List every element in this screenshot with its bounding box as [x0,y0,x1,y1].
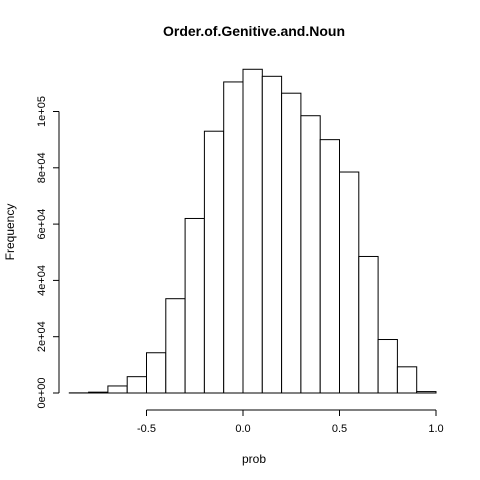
y-tick-label: 4e+04 [36,265,48,296]
y-tick-label: 1e+05 [36,96,48,127]
x-axis: -0.5 0.0 0.5 1.0 [137,410,444,435]
histogram-bar [359,256,378,393]
histogram-bar [204,131,223,393]
y-tick-label: 6e+04 [36,209,48,240]
histogram-bar [301,116,320,393]
histogram-bar [224,82,243,393]
y-axis-label: Frequency [3,204,17,261]
x-tick-label: -0.5 [137,423,156,435]
bars-group [69,69,436,393]
x-tick-label: 0.5 [332,423,347,435]
histogram-bar [243,69,262,393]
histogram-bar [147,353,166,393]
x-tick-label: 0.0 [235,423,250,435]
y-axis: 0e+00 2e+04 4e+04 6e+04 8e+04 1e+05 [36,96,59,408]
histogram-bar [282,93,301,393]
x-axis-label: prob [242,452,266,466]
histogram-bar [417,392,436,393]
histogram-bar [320,140,339,393]
x-tick-label: 1.0 [428,423,443,435]
histogram-bar [89,392,108,393]
histogram-bar [185,218,204,393]
histogram-bar [127,377,146,393]
histogram-bar [340,172,359,393]
histogram-bar [378,340,397,393]
histogram-bar [397,367,416,393]
y-tick-label: 8e+04 [36,152,48,183]
chart-title: Order.of.Genitive.and.Noun [163,23,345,39]
histogram-bar [108,386,127,393]
y-tick-label: 2e+04 [36,321,48,352]
histogram-bar [166,299,185,393]
y-tick-label: 0e+00 [36,378,48,409]
histogram-bar [262,76,281,393]
